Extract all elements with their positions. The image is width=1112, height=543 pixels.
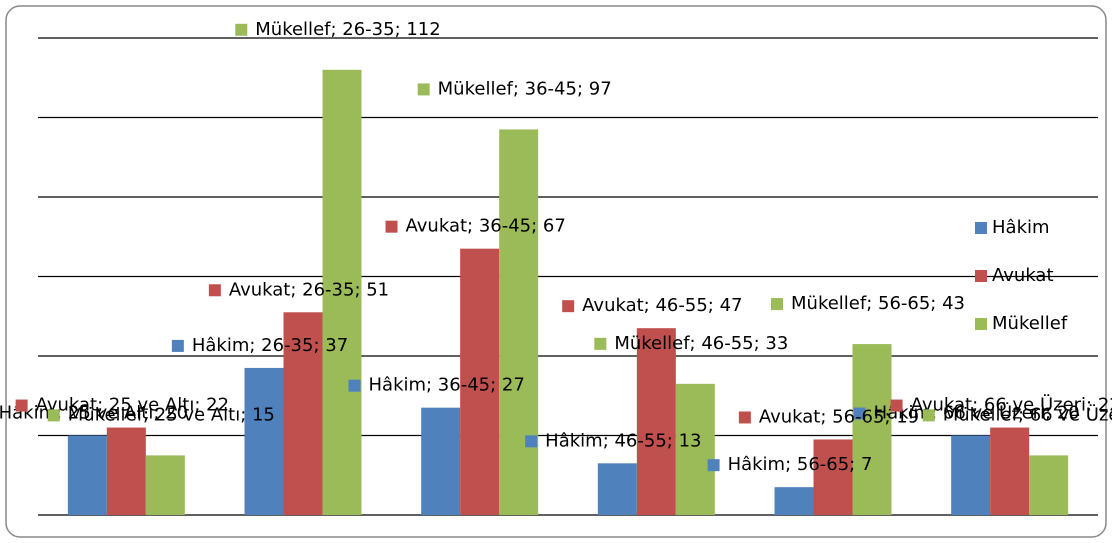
data-label-key [417, 83, 430, 96]
bar [460, 248, 500, 516]
data-label: Avukat; 46-55; 47 [562, 295, 742, 316]
data-label: Mükellef; 25 ve Altı; 15 [47, 404, 275, 425]
bar [106, 427, 146, 515]
data-label: Mükellef; 36-45; 97 [417, 78, 612, 99]
data-label-key [562, 300, 575, 313]
data-label-key [890, 399, 903, 412]
data-label-key [47, 409, 60, 422]
data-label-key [771, 298, 783, 311]
data-label-text: Avukat; 25 ve Altı; 22 [36, 395, 229, 416]
data-label-text: Mükellef; 36-45; 97 [438, 78, 612, 99]
data-label: Hâkim; 36-45; 27 [348, 375, 525, 396]
bar [597, 463, 637, 515]
data-label: Mükellef; 66 ve Üzeri; 15 [922, 403, 1112, 425]
bar [675, 383, 715, 515]
data-label: Mükellef; 46-55; 33 [594, 333, 788, 354]
data-label-text: Avukat; 46-55; 47 [582, 295, 742, 316]
data-label-text: Avukat; 26-35; 51 [229, 279, 389, 300]
data-label-text: Avukat; 66 ve Üzeri; 22 [911, 394, 1112, 416]
data-label-key [594, 337, 607, 350]
data-label-key [235, 23, 248, 36]
data-label: Hâkim; 25 ve Altı; 20 [0, 403, 188, 424]
bar [852, 344, 892, 515]
data-label-text: Mükellef; 66 ve Üzeri; 15 [943, 403, 1112, 425]
data-label: Hâkim; 56-65; 7 [707, 454, 873, 475]
bar [67, 435, 107, 515]
data-label-text: Mükellef; 26-35; 112 [255, 19, 440, 40]
data-label-text: Avukat; 36-45; 67 [406, 216, 566, 237]
data-label-key [15, 399, 28, 412]
data-label: Avukat; 26-35; 51 [208, 279, 389, 300]
legend-key [975, 318, 987, 330]
data-label: Mükellef; 26-35; 112 [235, 19, 441, 40]
data-label-text: Mükellef; 56-65; 43 [791, 293, 965, 314]
bar [636, 328, 676, 515]
bar [1029, 455, 1069, 515]
bar [421, 407, 461, 515]
data-label-key [922, 409, 935, 422]
data-label: Mükellef; 56-65; 43 [771, 293, 965, 314]
bar [813, 439, 853, 515]
bar [990, 427, 1030, 515]
data-label-text: Mükellef; 46-55; 33 [614, 333, 788, 354]
data-label-text: Hâkim; 56-65; 7 [728, 454, 873, 475]
legend-key [975, 222, 987, 234]
data-label-text: Hâkim; 25 ve Altı; 20 [0, 403, 188, 424]
data-label-key [525, 435, 538, 448]
bar [774, 487, 814, 515]
data-label-key [738, 411, 751, 424]
data-label-key [171, 339, 184, 352]
data-label: Hâkim; 46-55; 13 [525, 430, 701, 451]
bar [499, 129, 539, 516]
data-label-text: Hâkim; 36-45; 27 [369, 375, 525, 396]
data-label: Avukat; 36-45; 67 [385, 216, 566, 237]
data-label: Avukat; 25 ve Altı; 22 [15, 395, 229, 416]
bar [322, 69, 362, 516]
data-label: Avukat; 66 ve Üzeri; 22 [890, 394, 1112, 416]
legend-key [975, 270, 987, 282]
data-label-key [348, 379, 361, 392]
data-label-key [707, 459, 720, 472]
legend-label: Avukat [992, 265, 1054, 286]
bar [145, 455, 185, 515]
data-label-text: Mükellef; 25 ve Altı; 15 [68, 404, 275, 425]
data-label: Hâkim; 26-35; 37 [171, 335, 348, 356]
data-label-text: Hâkim; 46-55; 13 [545, 430, 701, 451]
data-label-text: Avukat; 56-65; 19 [759, 406, 919, 427]
legend-label: Mükellef [992, 313, 1068, 334]
data-label-key [385, 220, 398, 233]
data-label: Avukat; 56-65; 19 [738, 406, 919, 427]
bar [283, 312, 323, 515]
legend-label: Hâkim [992, 217, 1050, 238]
data-label-key [208, 284, 221, 297]
bar [951, 435, 991, 515]
data-label-text: Hâkim; 26-35; 37 [192, 335, 348, 356]
data-label-key [853, 407, 866, 420]
bar [244, 367, 284, 515]
